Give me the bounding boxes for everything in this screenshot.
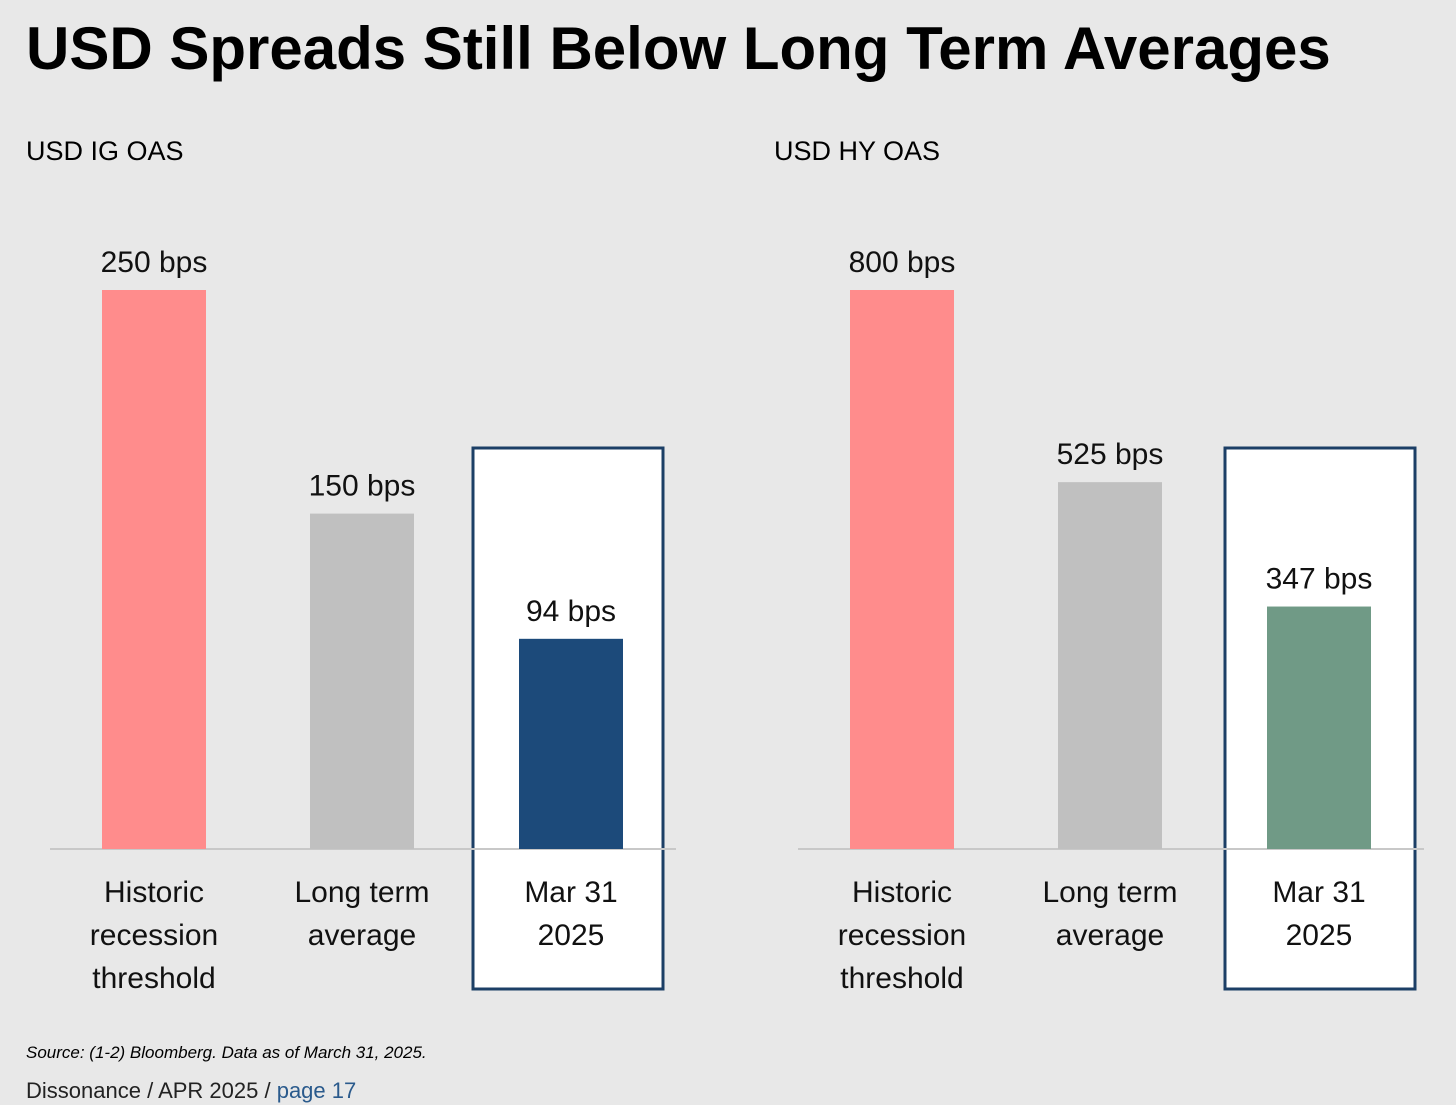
ig-bar-label-3: 94 bps <box>526 595 616 628</box>
footer-publication: Dissonance / APR 2025 / <box>26 1078 277 1103</box>
ig-category-label-1: Historic recession threshold <box>90 876 218 995</box>
hy-bar-label-2: 525 bps <box>1057 438 1164 471</box>
ig-bar-1 <box>102 290 206 849</box>
hy-bar-3 <box>1267 606 1371 849</box>
page-link[interactable]: page 17 <box>276 1078 357 1103</box>
hy-category-label-3: Mar 31 2025 <box>1272 876 1365 952</box>
ig-highlight-box <box>471 446 665 991</box>
ig-category-label-2: Long term average <box>294 876 429 952</box>
source-note: Source: (1-2) Bloomberg. Data as of Marc… <box>26 1043 427 1062</box>
hy-bar-1 <box>850 290 954 849</box>
hy-bar-label-1: 800 bps <box>849 246 956 279</box>
hy-category-label-2: Long term average <box>1042 876 1177 952</box>
hy-category-label-1: Historic recession threshold <box>838 876 966 995</box>
ig-bar-3 <box>519 638 623 849</box>
page-title: USD Spreads Still Below Long Term Averag… <box>26 15 1331 82</box>
ig-bar-label-1: 250 bps <box>101 246 208 279</box>
ig-category-label-3: Mar 31 2025 <box>524 876 617 952</box>
hy-bar-label-3: 347 bps <box>1266 563 1373 596</box>
ig-chart-title: USD IG OAS <box>26 136 184 166</box>
hy-chart-title: USD HY OAS <box>774 136 941 166</box>
ig-bar-label-2: 150 bps <box>309 470 416 503</box>
hy-bar-2 <box>1058 482 1162 849</box>
ig-bar-2 <box>310 513 414 849</box>
footer: Dissonance / APR 2025 / page 17 <box>26 1078 356 1104</box>
